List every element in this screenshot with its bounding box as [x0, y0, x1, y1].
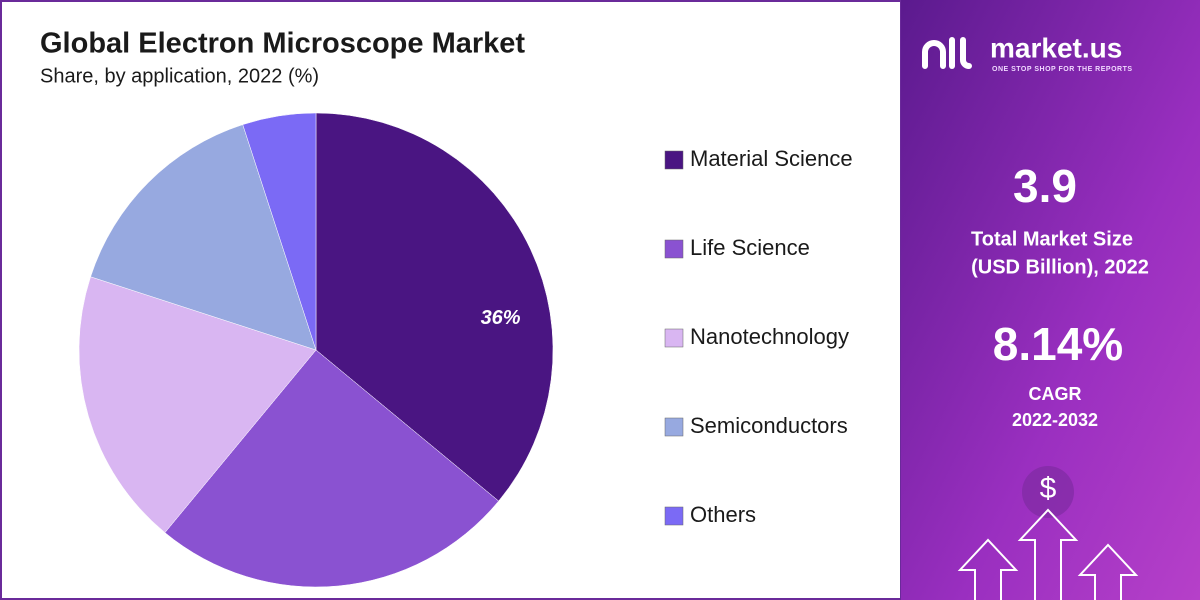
market-size-label: Total Market Size	[971, 228, 1133, 250]
pie-slice	[164, 349, 499, 588]
legend-swatch	[664, 328, 684, 348]
pie-slice	[315, 112, 554, 502]
cagr: 8.14%	[993, 318, 1123, 370]
legend-swatch	[664, 506, 684, 526]
legend-label: Others	[690, 502, 756, 527]
dollar-icon: $	[1040, 472, 1057, 505]
legend-label: Material Science	[690, 146, 853, 171]
tagline: ONE STOP SHOP FOR THE REPORTS	[992, 66, 1133, 73]
market-size: 3.9	[1013, 160, 1077, 212]
data-label: 36%	[481, 307, 521, 329]
legend-swatch	[664, 417, 684, 437]
pie-slice	[78, 276, 317, 533]
cagr-label: CAGR	[1029, 384, 1082, 404]
chart-subtitle: Share, by application, 2022 (%)	[40, 65, 319, 87]
arrows	[957, 508, 1139, 600]
legend-swatch	[664, 239, 684, 259]
legend: Material Science Life Science Nanotechnolo…	[664, 146, 853, 527]
legend-label: Nanotechnology	[690, 324, 849, 349]
legend-label: Semiconductors	[690, 413, 848, 438]
legend-swatch	[664, 150, 684, 170]
icon-circle	[1022, 466, 1074, 518]
market-size-label: (USD Billion), 2022	[971, 256, 1149, 278]
cagr-label: 2022-2032	[1012, 410, 1098, 430]
logo-icon	[922, 37, 972, 69]
chart-title: Global Electron Microscope Market	[40, 28, 525, 60]
brand: market.us	[990, 32, 1122, 63]
pie-slice	[90, 124, 317, 351]
legend-label: Life Science	[690, 235, 810, 260]
pie-slice	[242, 112, 317, 351]
pie: 36%	[78, 112, 554, 588]
